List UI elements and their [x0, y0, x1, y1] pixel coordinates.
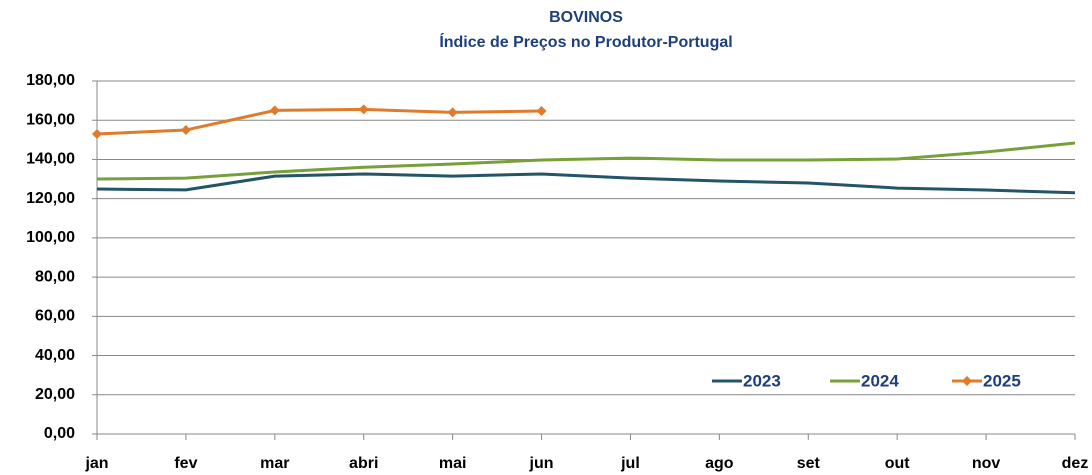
- x-tick-label: jul: [620, 455, 640, 472]
- x-tick-label: set: [797, 455, 821, 472]
- chart-title: BOVINOS: [549, 9, 623, 26]
- x-tick-label: mar: [260, 455, 289, 472]
- marker: [180, 125, 191, 136]
- x-tick-label: fev: [174, 455, 197, 472]
- marker: [269, 105, 280, 116]
- legend-label: 2025: [983, 371, 1021, 390]
- x-tick-label: dez: [1062, 455, 1089, 472]
- legend-marker: [962, 376, 972, 386]
- series-line: [96, 107, 542, 136]
- y-tick-label: 100,00: [26, 229, 75, 246]
- x-tick-label: abri: [349, 455, 378, 472]
- y-tick-label: 120,00: [26, 190, 75, 207]
- x-tick-label: out: [885, 455, 911, 472]
- legend-label: 2024: [861, 371, 899, 390]
- x-tick-label: nov: [972, 455, 1001, 472]
- y-tick-label: 60,00: [35, 308, 75, 325]
- y-tick-label: 140,00: [26, 151, 75, 168]
- marker: [536, 106, 547, 117]
- y-tick-label: 40,00: [35, 347, 75, 364]
- x-tick-label: jan: [84, 455, 108, 472]
- legend-label: 2023: [743, 371, 781, 390]
- series-line: [96, 172, 1076, 195]
- y-tick-label: 180,00: [26, 72, 75, 89]
- y-tick-label: 80,00: [35, 268, 75, 285]
- marker: [358, 104, 369, 115]
- marker: [447, 107, 458, 118]
- x-tick-label: mai: [439, 455, 467, 472]
- y-tick-label: 0,00: [44, 425, 75, 442]
- marker: [92, 128, 102, 139]
- x-tick-label: jun: [529, 455, 554, 472]
- series-line: [96, 141, 1076, 181]
- chart-subtitle: Índice de Preços no Produtor-Portugal: [439, 32, 732, 51]
- y-tick-label: 20,00: [35, 386, 75, 403]
- x-tick-label: ago: [705, 455, 734, 472]
- y-tick-label: 160,00: [26, 111, 75, 128]
